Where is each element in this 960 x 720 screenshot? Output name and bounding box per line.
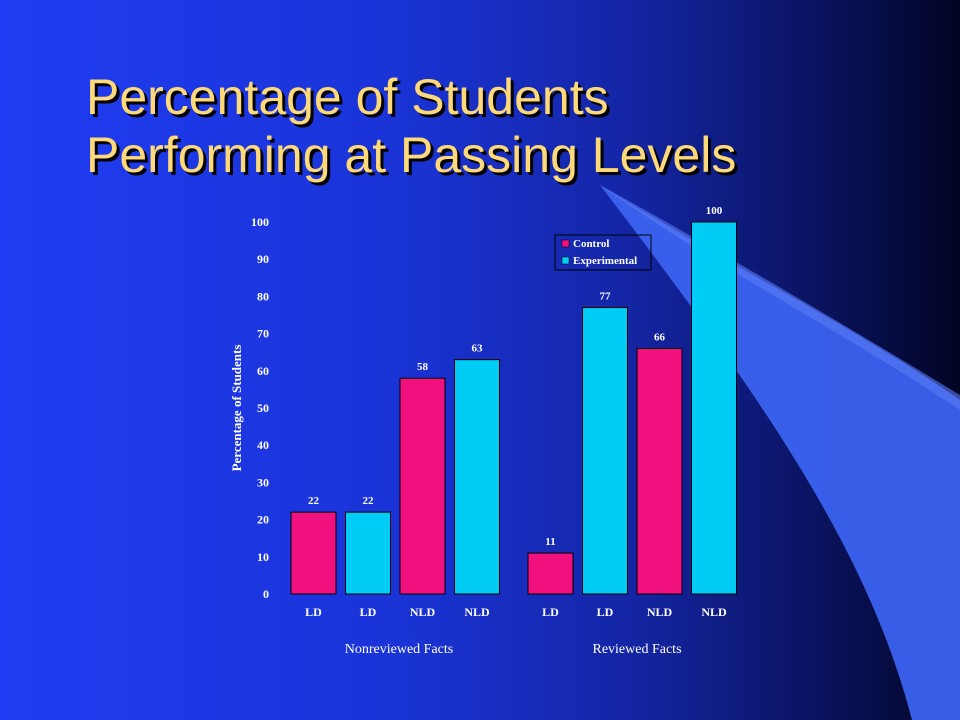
bars xyxy=(290,221,737,595)
bar-experimental-ld xyxy=(345,511,391,595)
decor-band-shade xyxy=(600,185,960,410)
legend-label-experimental: Experimental xyxy=(573,255,637,267)
category-label: LD xyxy=(305,605,322,619)
y-tick-label: 80 xyxy=(257,289,269,303)
data-label: 58 xyxy=(417,361,429,373)
bar-control-ld xyxy=(527,552,574,595)
y-tick-label: 40 xyxy=(257,438,269,452)
slide-title-line-1: Percentage of Students xyxy=(86,69,609,125)
y-tick-label: 70 xyxy=(257,327,269,341)
data-labels: 22 22 58 63 11 77 66 100 xyxy=(308,205,723,548)
y-axis: 0 10 20 30 40 50 60 70 80 90 100 xyxy=(251,215,269,601)
bar-control-nld xyxy=(399,377,446,595)
data-label: 11 xyxy=(545,536,555,548)
legend-box xyxy=(554,234,652,271)
data-label: 66 xyxy=(654,331,666,343)
bar-control-nld xyxy=(636,347,683,595)
category-label: NLD xyxy=(410,605,436,619)
y-axis-label: Percentage of Students xyxy=(229,345,244,472)
data-label: 22 xyxy=(363,495,375,507)
bar-experimental-nld xyxy=(454,359,500,595)
y-tick-label: 50 xyxy=(257,401,269,415)
y-tick-label: 10 xyxy=(257,550,269,564)
legend-swatch-control xyxy=(561,239,570,248)
category-label: NLD xyxy=(647,605,673,619)
y-tick-label: 30 xyxy=(257,475,269,489)
category-label: LD xyxy=(597,605,614,619)
decor-band xyxy=(600,185,960,720)
group-labels: Nonreviewed Facts Reviewed Facts xyxy=(345,642,682,657)
data-label: 22 xyxy=(308,495,320,507)
legend: Control Experimental xyxy=(554,234,652,271)
category-label: LD xyxy=(360,605,377,619)
y-tick-label: 100 xyxy=(251,215,269,229)
legend-swatch-experimental xyxy=(561,256,570,265)
category-label: NLD xyxy=(464,605,490,619)
category-label: NLD xyxy=(701,605,727,619)
data-label: 63 xyxy=(472,343,484,355)
group-label: Reviewed Facts xyxy=(592,642,681,657)
y-tick-label: 20 xyxy=(257,513,269,527)
data-label: 77 xyxy=(600,291,612,303)
category-label: LD xyxy=(542,605,559,619)
slide-title-line-2: Performing at Passing Levels xyxy=(86,127,737,183)
category-labels: LD LD NLD NLD LD LD NLD NLD xyxy=(305,605,727,619)
data-label: 100 xyxy=(706,205,723,217)
bar-control-ld xyxy=(290,511,337,595)
slide-title: Percentage of Students Performing at Pas… xyxy=(86,68,906,184)
legend-label-control: Control xyxy=(573,238,609,250)
group-label: Nonreviewed Facts xyxy=(345,642,453,657)
y-tick-label: 60 xyxy=(257,364,269,378)
y-tick-label: 0 xyxy=(263,587,269,601)
y-tick-label: 90 xyxy=(257,252,269,266)
bar-experimental-ld xyxy=(582,307,628,595)
bar-experimental-nld xyxy=(691,221,737,595)
